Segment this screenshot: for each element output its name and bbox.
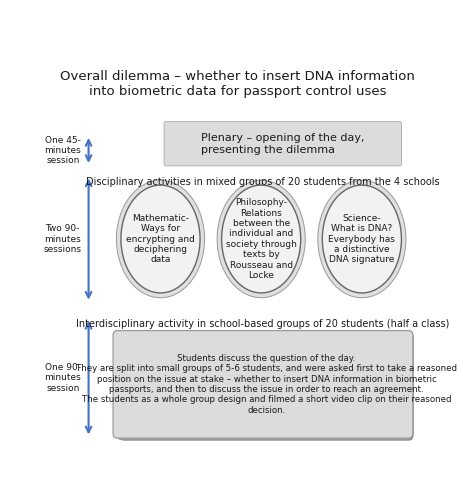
Ellipse shape (217, 180, 305, 298)
Text: Philosophy-
Relations
between the
individual and
society through
texts by
Rousse: Philosophy- Relations between the indivi… (225, 198, 296, 280)
FancyBboxPatch shape (119, 332, 412, 440)
Text: Two 90-
minutes
sessions: Two 90- minutes sessions (43, 224, 81, 254)
Text: One 90-
minutes
session: One 90- minutes session (44, 362, 81, 392)
Text: Plenary – opening of the day,
presenting the dilemma: Plenary – opening of the day, presenting… (200, 133, 364, 154)
Ellipse shape (116, 180, 204, 298)
FancyBboxPatch shape (164, 122, 400, 166)
Text: Disciplinary activities in mixed groups of 20 students from the 4 schools: Disciplinary activities in mixed groups … (86, 178, 439, 188)
Text: Students discuss the question of the day.
They are split into small groups of 5-: Students discuss the question of the day… (76, 354, 456, 415)
Ellipse shape (121, 185, 200, 293)
FancyBboxPatch shape (116, 332, 412, 439)
Text: Overall dilemma – whether to insert DNA information
into biometric data for pass: Overall dilemma – whether to insert DNA … (60, 70, 414, 98)
Ellipse shape (322, 185, 400, 293)
Text: One 45-
minutes
session: One 45- minutes session (44, 136, 81, 166)
Text: Interdisciplinary activity in school-based groups of 20 students (half a class): Interdisciplinary activity in school-bas… (76, 320, 449, 330)
Ellipse shape (221, 185, 300, 293)
Text: Science-
What is DNA?
Everybody has
a distinctive
DNA signature: Science- What is DNA? Everybody has a di… (328, 214, 394, 264)
FancyBboxPatch shape (113, 330, 412, 438)
Text: Mathematic-
Ways for
encrypting and
deciphering
data: Mathematic- Ways for encrypting and deci… (126, 214, 194, 264)
Ellipse shape (317, 180, 405, 298)
